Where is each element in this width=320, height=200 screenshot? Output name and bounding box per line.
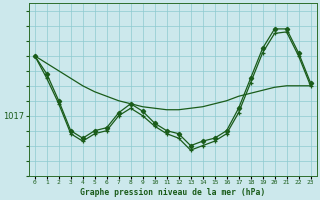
X-axis label: Graphe pression niveau de la mer (hPa): Graphe pression niveau de la mer (hPa) [80, 188, 265, 197]
